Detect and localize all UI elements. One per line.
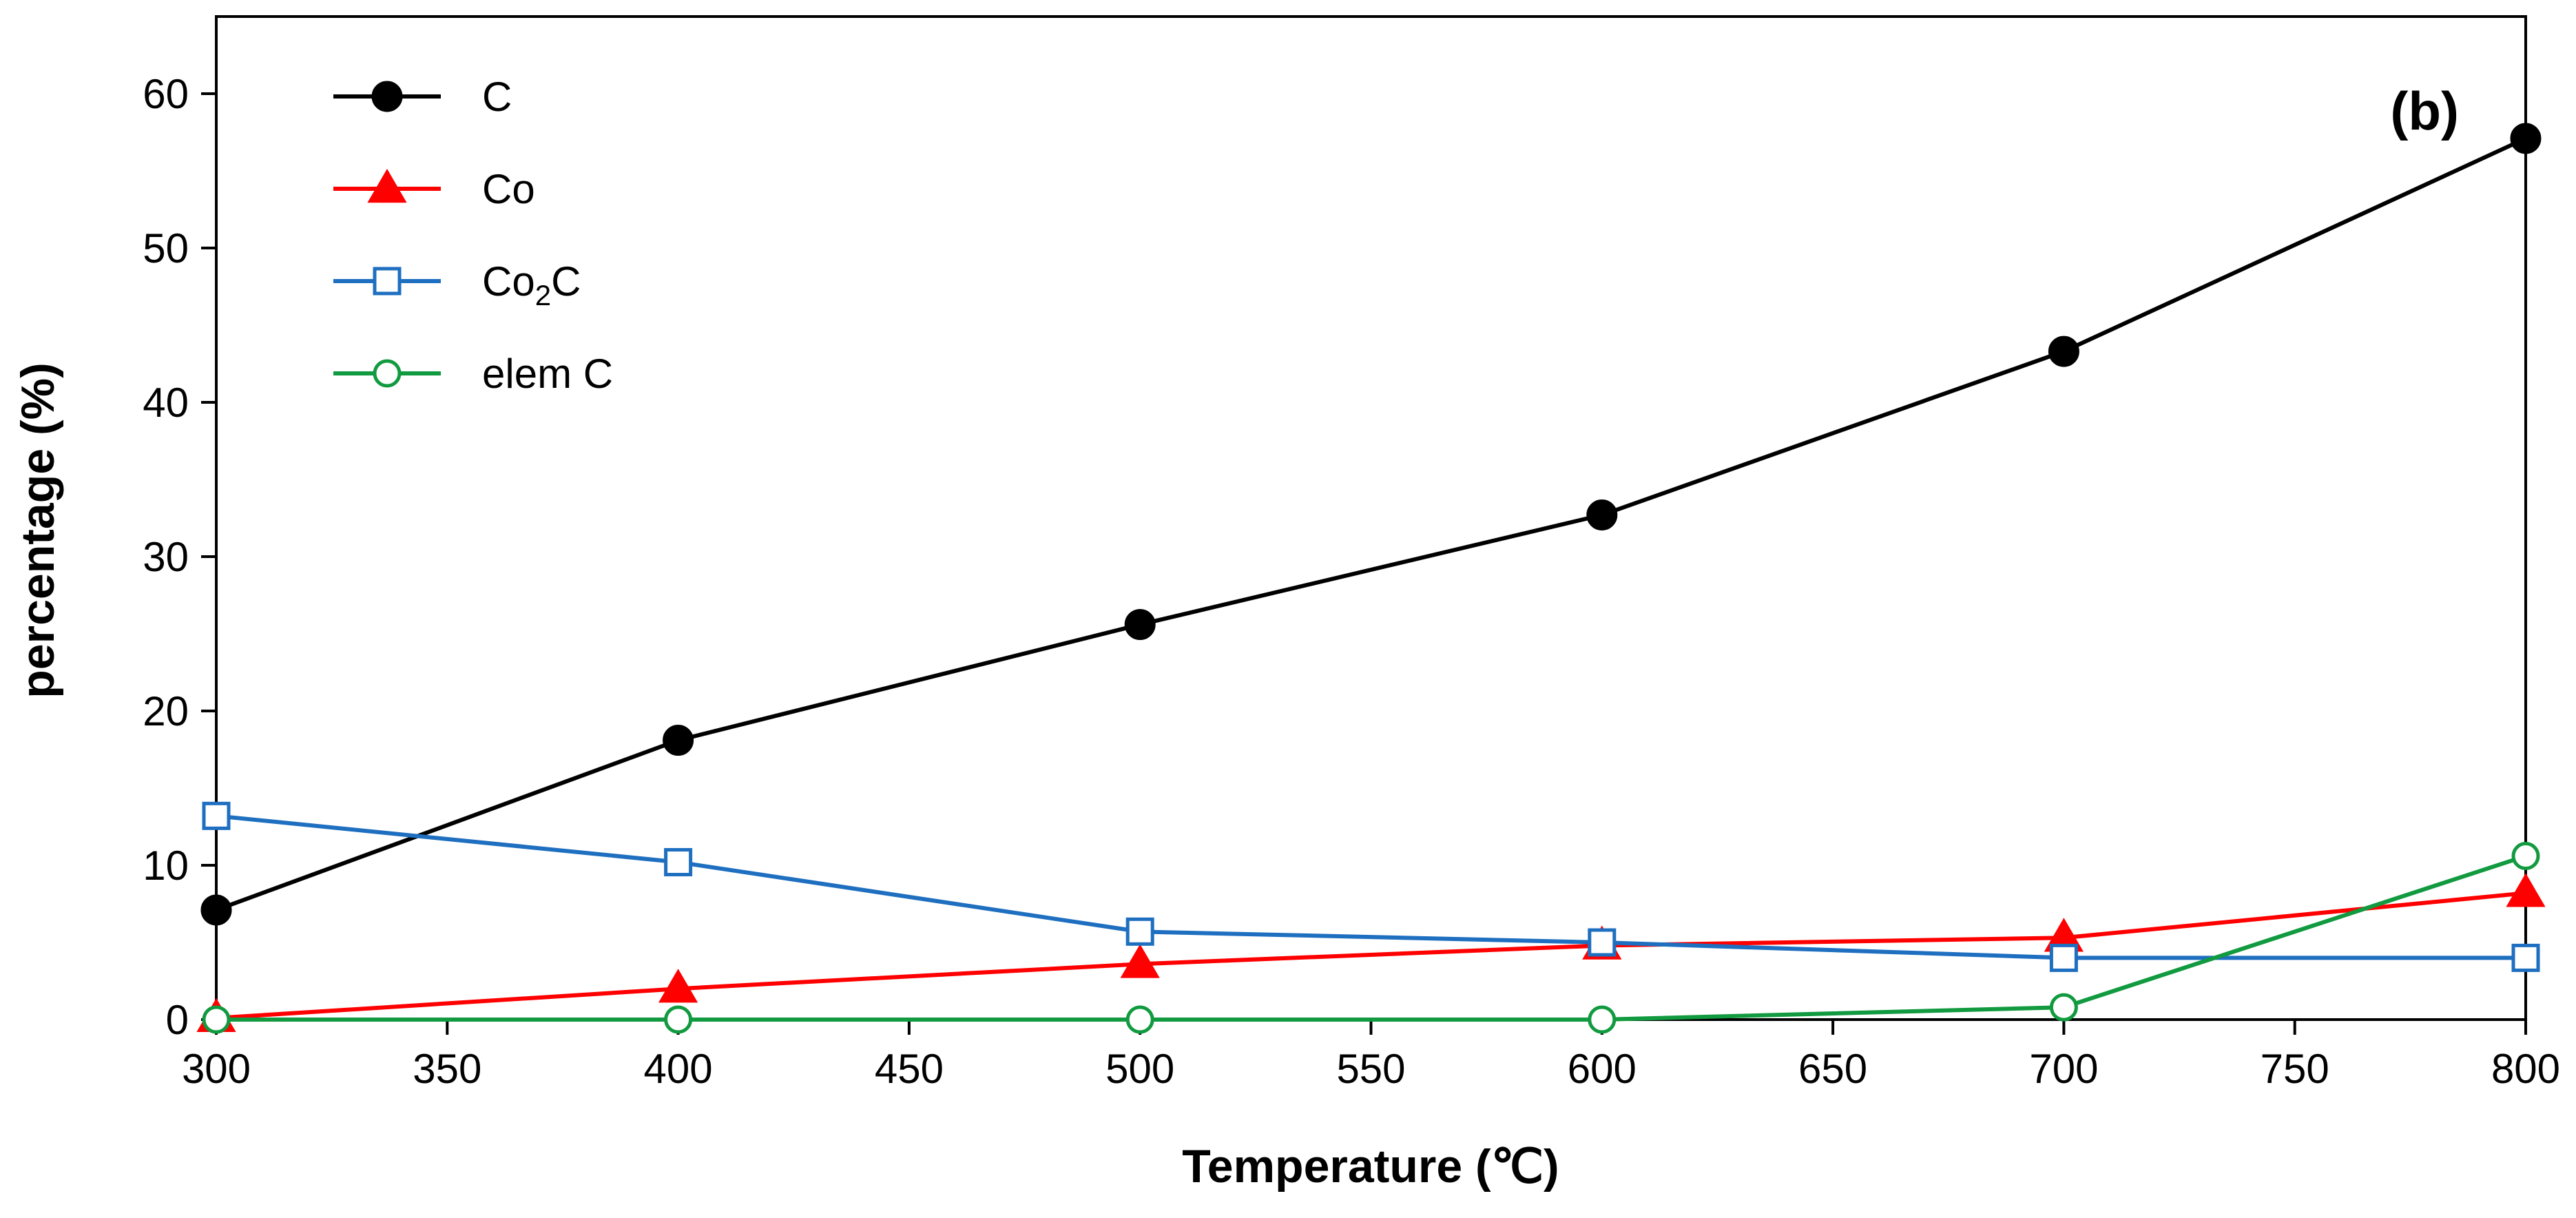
- series-layer: [196, 123, 2546, 1034]
- series-markers-co2c: [202, 801, 2540, 972]
- legend-marker: [367, 169, 407, 203]
- x-tick-label: 600: [1568, 1046, 1637, 1092]
- legend-label-main: Co: [482, 258, 535, 304]
- x-tick-label: 350: [413, 1046, 481, 1092]
- data-point: [2511, 943, 2540, 972]
- series-line: [216, 854, 2526, 1022]
- series-co2c: [216, 814, 2526, 960]
- legend-marker: [371, 81, 403, 112]
- legend-item: Co: [333, 166, 535, 212]
- plot-frame: [215, 15, 2527, 1021]
- series-elem-c: [216, 854, 2526, 1022]
- series-line: [216, 814, 2526, 960]
- data-point: [1588, 928, 1617, 957]
- legend-label-main: Co: [482, 166, 535, 212]
- series-markers-elem-c: [202, 842, 2540, 1034]
- x-tick-label: 750: [2261, 1046, 2329, 1092]
- legend-marker: [373, 267, 402, 296]
- legend-item: elem C: [333, 351, 613, 397]
- data-point: [2048, 336, 2079, 367]
- x-tick-label: 500: [1105, 1046, 1174, 1092]
- data-point: [2506, 873, 2546, 907]
- x-tick-label: 400: [644, 1046, 713, 1092]
- series-line: [215, 136, 2527, 912]
- data-point: [663, 725, 694, 756]
- data-point: [202, 1005, 231, 1034]
- y-tick-label: 40: [143, 380, 189, 426]
- series-line: [216, 891, 2526, 1020]
- x-axis-title: Temperature (℃): [1182, 1140, 1559, 1193]
- legend-item: Co2C: [333, 258, 581, 311]
- data-point: [200, 894, 232, 926]
- series-markers-c: [200, 123, 2542, 926]
- series-c: [215, 136, 2527, 912]
- series-markers-co: [196, 873, 2546, 1032]
- legend-label-main: elem C: [482, 351, 613, 397]
- series-co: [216, 891, 2526, 1020]
- data-point: [664, 1005, 693, 1034]
- y-tick-label: 50: [143, 225, 189, 271]
- x-tick-label: 450: [875, 1046, 944, 1092]
- data-point: [2510, 123, 2542, 154]
- data-point: [664, 848, 693, 877]
- data-point: [1125, 1005, 1154, 1034]
- y-tick-label: 20: [143, 688, 189, 734]
- y-axis-title: percentage (%): [12, 362, 64, 698]
- x-axis-ticks: 300 350 400 450 500 550 600 650 700 750 800: [182, 1020, 2560, 1092]
- y-axis-ticks: 0 10 20 30 40 50 60: [143, 71, 216, 1043]
- data-point: [1125, 917, 1154, 946]
- data-point: [2049, 943, 2078, 972]
- y-tick-label: 30: [143, 534, 189, 580]
- x-tick-label: 800: [2491, 1046, 2560, 1092]
- x-tick-label: 650: [1798, 1046, 1867, 1092]
- data-point: [658, 969, 698, 1003]
- data-point: [2511, 842, 2540, 871]
- legend-label: elem C: [482, 351, 613, 397]
- data-point: [202, 801, 231, 830]
- data-point: [1120, 944, 1160, 978]
- legend-marker: [373, 359, 402, 388]
- data-point: [1124, 609, 1156, 641]
- legend-label: Co: [482, 166, 535, 212]
- legend-label: C: [482, 74, 512, 120]
- data-point: [1586, 499, 1618, 531]
- data-point: [1588, 1005, 1617, 1034]
- legend-label: Co2C: [482, 258, 581, 311]
- x-tick-label: 550: [1336, 1046, 1405, 1092]
- legend-label-tail: C: [551, 258, 581, 304]
- legend-item: C: [333, 74, 512, 120]
- y-tick-label: 60: [143, 71, 189, 117]
- y-tick-label: 10: [143, 843, 189, 889]
- y-tick-label: 0: [166, 997, 189, 1043]
- legend-label-subscript: 2: [535, 279, 551, 311]
- x-tick-label: 700: [2029, 1046, 2098, 1092]
- panel-label: (b): [2390, 81, 2459, 141]
- data-point: [2049, 993, 2078, 1022]
- legend-label-main: C: [482, 74, 512, 120]
- x-tick-label: 300: [182, 1046, 251, 1092]
